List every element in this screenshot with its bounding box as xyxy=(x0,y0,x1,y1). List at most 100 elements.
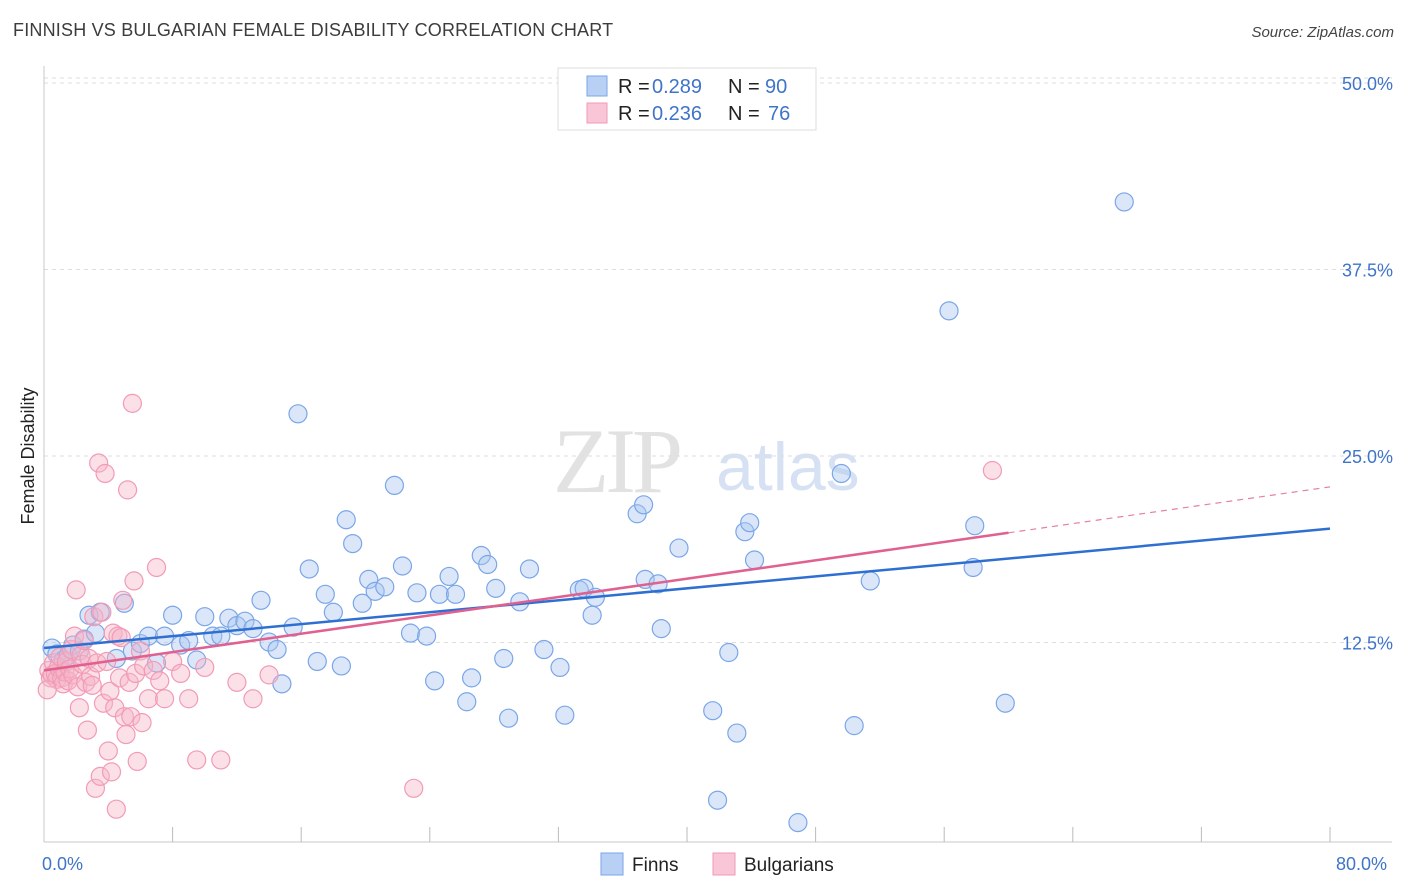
point-finns-22 xyxy=(195,607,215,627)
point-finns-31 xyxy=(267,639,287,660)
trend-line-bulgarians xyxy=(43,531,1009,672)
point-bulgarians-33 xyxy=(92,602,112,622)
point-finns-54 xyxy=(445,584,466,604)
point-finns-86 xyxy=(844,716,864,736)
point-finns-88 xyxy=(939,301,959,321)
source-label: Source: ZipAtlas.com xyxy=(1251,24,1394,41)
point-finns-69 xyxy=(582,605,602,625)
point-bulgarians-51 xyxy=(121,707,141,727)
point-finns-33 xyxy=(283,617,303,637)
point-finns-13 xyxy=(122,641,143,661)
point-finns-79 xyxy=(719,642,739,663)
y-tick-labels: 12.5% 25.0% 37.5% 50.0% xyxy=(1342,74,1393,654)
point-bulgarians-52 xyxy=(122,393,143,413)
point-finns-59 xyxy=(486,578,506,598)
point-bulgarians-34 xyxy=(93,693,114,713)
x-tick-max: 80.0% xyxy=(1336,854,1387,874)
point-finns-56 xyxy=(461,668,482,688)
point-finns-43 xyxy=(359,569,379,590)
point-bulgarians-53 xyxy=(124,571,144,591)
point-bulgarians-29 xyxy=(85,778,106,798)
point-bulgarians-37 xyxy=(98,741,118,761)
point-finns-55 xyxy=(457,692,477,712)
point-finns-61 xyxy=(498,708,519,728)
point-finns-36 xyxy=(307,651,327,672)
watermark-zip: ZIP xyxy=(553,410,680,512)
series-legend-label-bulgarians: Bulgarians xyxy=(744,855,834,876)
x-tick-min: 0.0% xyxy=(42,854,83,874)
y-axis-title: Female Disability xyxy=(18,387,38,524)
point-finns-47 xyxy=(392,556,413,576)
point-finns-60 xyxy=(494,648,514,669)
point-finns-77 xyxy=(703,701,723,721)
point-finns-84 xyxy=(788,813,808,833)
axes xyxy=(43,66,1392,843)
stats-legend: R = 0.289 N = 90 R = 0.236 N = 76 xyxy=(557,67,817,131)
point-bulgarians-73 xyxy=(404,778,424,798)
legend-n-label-bulgarians: N = xyxy=(728,103,760,125)
point-bulgarians-42 xyxy=(106,799,126,819)
point-finns-53 xyxy=(439,566,459,587)
point-finns-49 xyxy=(407,583,427,603)
point-finns-63 xyxy=(519,559,540,579)
point-finns-46 xyxy=(384,475,405,496)
point-finns-92 xyxy=(1114,192,1134,212)
point-finns-41 xyxy=(343,533,363,554)
point-bulgarians-75 xyxy=(37,680,57,700)
point-bulgarians-60 xyxy=(143,660,163,681)
point-finns-64 xyxy=(534,639,554,660)
point-finns-45 xyxy=(375,577,395,597)
point-bulgarians-61 xyxy=(146,557,167,578)
point-finns-37 xyxy=(315,584,335,604)
point-bulgarians-57 xyxy=(132,713,152,733)
point-bulgarians-46 xyxy=(113,590,133,610)
point-bulgarians-45 xyxy=(111,627,131,648)
point-finns-15 xyxy=(138,626,159,646)
x-tick-labels: 0.0% 80.0% xyxy=(42,854,1387,874)
point-finns-81 xyxy=(735,522,755,542)
point-bulgarians-65 xyxy=(171,663,191,684)
legend-swatch-finns xyxy=(586,75,608,97)
point-bulgarians-24 xyxy=(77,720,98,740)
point-bulgarians-66 xyxy=(179,689,199,709)
point-bulgarians-62 xyxy=(150,671,170,691)
point-finns-50 xyxy=(416,626,437,646)
point-bulgarians-71 xyxy=(243,689,263,709)
point-bulgarians-35 xyxy=(95,463,115,484)
point-bulgarians-68 xyxy=(195,657,215,678)
point-bulgarians-39 xyxy=(101,762,122,782)
point-finns-34 xyxy=(288,404,308,424)
point-bulgarians-69 xyxy=(211,750,231,770)
point-finns-83 xyxy=(744,550,765,570)
point-bulgarians-48 xyxy=(116,724,136,745)
point-finns-80 xyxy=(727,723,747,743)
point-bulgarians-32 xyxy=(90,766,110,786)
point-finns-25 xyxy=(219,608,239,628)
series-legend: Finns Bulgarians xyxy=(600,852,834,876)
point-finns-44 xyxy=(365,581,385,601)
y-tick-label-0: 12.5% xyxy=(1342,634,1393,654)
point-finns-39 xyxy=(331,656,351,676)
legend-n-value-finns: 90 xyxy=(765,76,787,98)
point-bulgarians-70 xyxy=(227,672,247,692)
point-finns-42 xyxy=(352,593,372,613)
point-bulgarians-19 xyxy=(69,698,89,718)
point-finns-40 xyxy=(336,510,356,530)
point-finns-35 xyxy=(299,559,319,579)
point-finns-52 xyxy=(429,584,450,604)
point-bulgarians-49 xyxy=(117,480,138,500)
chart-title: FINNISH VS BULGARIAN FEMALE DISABILITY C… xyxy=(13,20,614,40)
point-bulgarians-22 xyxy=(74,630,94,651)
scatter-points xyxy=(37,192,1134,833)
legend-swatch-bulgarians xyxy=(586,102,608,124)
series-legend-swatch-finns xyxy=(600,852,624,876)
point-finns-58 xyxy=(478,554,498,575)
watermark: ZIP atlas xyxy=(553,410,860,512)
point-finns-75 xyxy=(651,619,671,639)
point-bulgarians-55 xyxy=(127,751,147,772)
point-finns-91 xyxy=(995,693,1015,713)
point-finns-18 xyxy=(163,605,183,625)
point-finns-66 xyxy=(555,705,575,725)
y-tick-label-2: 37.5% xyxy=(1342,261,1393,281)
